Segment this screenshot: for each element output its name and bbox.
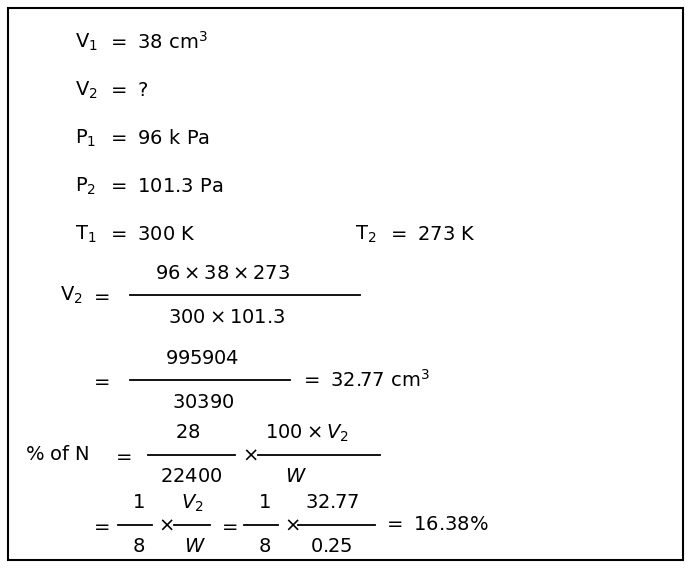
Text: $\mathrm{995904}$: $\mathrm{995904}$ <box>165 349 239 367</box>
Text: $\mathrm{100 \times \mathit{V}_2}$: $\mathrm{100 \times \mathit{V}_2}$ <box>265 423 349 444</box>
Text: $\mathrm{= \ 96 \ k \ Pa}$: $\mathrm{= \ 96 \ k \ Pa}$ <box>107 128 210 148</box>
Text: $=$: $=$ <box>218 516 238 534</box>
Text: $\mathrm{0.25}$: $\mathrm{0.25}$ <box>310 537 352 557</box>
Text: $=$: $=$ <box>112 445 132 465</box>
Text: $\mathrm{1}$: $\mathrm{1}$ <box>132 494 144 512</box>
Text: $=$: $=$ <box>90 286 110 304</box>
Text: $\mathit{W}$: $\mathit{W}$ <box>285 467 307 487</box>
Text: $\mathrm{32.77}$: $\mathrm{32.77}$ <box>305 494 359 512</box>
Text: $\mathrm{= \ 300 \ K}$: $\mathrm{= \ 300 \ K}$ <box>107 224 196 244</box>
Text: $\mathrm{28}$: $\mathrm{28}$ <box>175 424 200 442</box>
Text: $\mathrm{P_2}$: $\mathrm{P_2}$ <box>75 176 96 197</box>
Text: $=$: $=$ <box>90 516 110 534</box>
Text: $=$: $=$ <box>90 370 110 390</box>
Text: $\mathrm{8}$: $\mathrm{8}$ <box>132 537 145 557</box>
Text: $\mathrm{= \ 16.38\%}$: $\mathrm{= \ 16.38\%}$ <box>383 516 489 534</box>
Text: $\times$: $\times$ <box>242 445 258 465</box>
Text: $\mathrm{300 \times 101.3}$: $\mathrm{300 \times 101.3}$ <box>168 307 285 327</box>
Text: $\mathrm{96 \times 38 \times 273}$: $\mathrm{96 \times 38 \times 273}$ <box>155 264 290 282</box>
Text: $\mathrm{P_1}$: $\mathrm{P_1}$ <box>75 127 96 149</box>
Text: $\mathrm{= \ ?}$: $\mathrm{= \ ?}$ <box>107 81 149 99</box>
Text: $\mathrm{1}$: $\mathrm{1}$ <box>258 494 271 512</box>
Text: $\mathrm{22400}$: $\mathrm{22400}$ <box>160 467 223 487</box>
Text: $\times$: $\times$ <box>158 516 173 534</box>
Text: $\times$: $\times$ <box>284 516 300 534</box>
Text: $\mathrm{\% \ of \ N}$: $\mathrm{\% \ of \ N}$ <box>25 445 90 465</box>
Text: $\mathrm{V_2}$: $\mathrm{V_2}$ <box>75 80 98 101</box>
Text: $\mathit{W}$: $\mathit{W}$ <box>184 537 206 557</box>
Text: $\mathrm{V_1}$: $\mathrm{V_1}$ <box>75 31 98 53</box>
Text: $\mathrm{T_1}$: $\mathrm{T_1}$ <box>75 223 97 245</box>
Text: $\mathrm{T_2}$: $\mathrm{T_2}$ <box>355 223 377 245</box>
Text: $\mathrm{= \ 38 \ cm^3}$: $\mathrm{= \ 38 \ cm^3}$ <box>107 31 208 53</box>
Text: $\mathrm{= \ 273 \ K}$: $\mathrm{= \ 273 \ K}$ <box>387 224 476 244</box>
Text: $\mathrm{= \ 32.77 \ cm^3}$: $\mathrm{= \ 32.77 \ cm^3}$ <box>300 369 430 391</box>
Text: $\mathrm{= \ 101.3 \ Pa}$: $\mathrm{= \ 101.3 \ Pa}$ <box>107 177 223 195</box>
Text: $\mathrm{30390}$: $\mathrm{30390}$ <box>172 392 235 411</box>
Text: $\mathrm{V_2}$: $\mathrm{V_2}$ <box>60 285 83 306</box>
Text: $\mathrm{8}$: $\mathrm{8}$ <box>258 537 271 557</box>
Text: $\mathit{V}_2$: $\mathit{V}_2$ <box>181 492 204 513</box>
